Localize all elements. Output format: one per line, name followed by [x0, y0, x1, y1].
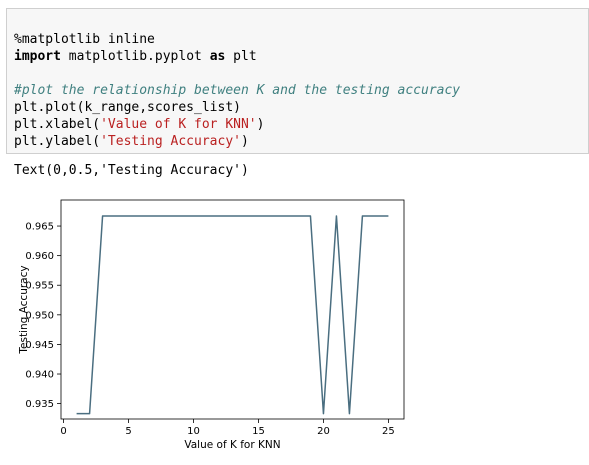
code-token: plt.plot(k_range,scores_list) [14, 100, 241, 115]
code-token: ) [240, 134, 249, 149]
x-tick-label: 10 [187, 426, 200, 437]
code-string: 'Testing Accuracy' [100, 134, 241, 149]
code-comment: #plot the relationship between K and the… [14, 83, 461, 98]
accuracy-series-line [76, 215, 389, 415]
code-line: plt.plot(k_range,scores_list) [14, 99, 460, 116]
code-line: #plot the relationship between K and the… [14, 82, 460, 99]
y-tick-label: 0.935 [25, 399, 54, 410]
x-axis-label: Value of K for KNN [184, 439, 280, 451]
y-tick-label: 0.945 [25, 340, 54, 351]
code-token: plt.xlabel( [14, 117, 101, 132]
code-line: import matplotlib.pyplot as plt [14, 48, 460, 65]
code-line: plt.xlabel('Value of K for KNN') [14, 116, 460, 133]
code-token: plt [225, 49, 257, 64]
y-tick-label: 0.950 [25, 310, 54, 321]
x-tick-label: 20 [317, 426, 330, 437]
x-tick-label: 5 [125, 426, 131, 437]
y-tick-label: 0.960 [25, 251, 54, 262]
y-tick-label: 0.955 [25, 281, 54, 292]
code-line: %matplotlib inline [14, 31, 460, 48]
plot-area-frame [60, 199, 405, 420]
cell-output-text: Text(0,0.5,'Testing Accuracy') [14, 163, 249, 178]
code-string: 'Value of K for KNN' [100, 117, 257, 132]
code-token: matplotlib.pyplot [60, 49, 210, 64]
code-keyword: as [209, 49, 226, 64]
y-tick-label: 0.965 [25, 222, 54, 233]
y-tick-label: 0.940 [25, 370, 54, 381]
code-token: plt.ylabel( [14, 134, 101, 149]
x-tick-label: 0 [60, 426, 66, 437]
code-keyword: import [14, 49, 61, 64]
code-block[interactable]: %matplotlib inline import matplotlib.pypl… [14, 31, 460, 150]
x-tick-label: 25 [382, 426, 395, 437]
y-axis-label: Testing Accuracy [18, 265, 30, 354]
code-token: ) [256, 117, 265, 132]
code-input-cell[interactable]: %matplotlib inline import matplotlib.pypl… [6, 8, 589, 154]
x-tick-label: 15 [252, 426, 265, 437]
code-line: plt.ylabel('Testing Accuracy') [14, 133, 460, 150]
code-token: %matplotlib inline [14, 32, 155, 47]
